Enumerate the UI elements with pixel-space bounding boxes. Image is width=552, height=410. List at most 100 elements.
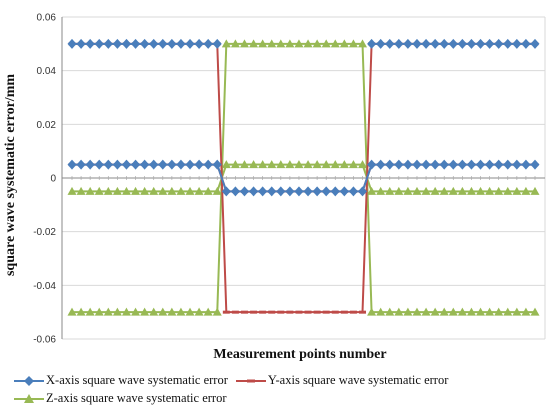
legend-item-z: Z-axis square wave systematic error: [14, 391, 226, 406]
data-point: [430, 159, 440, 170]
data-point: [250, 310, 258, 314]
data-point: [304, 310, 312, 314]
data-point: [85, 186, 95, 195]
data-point: [158, 186, 168, 195]
data-point: [321, 186, 331, 197]
data-point: [503, 307, 513, 316]
data-point: [494, 307, 504, 316]
data-point: [466, 307, 476, 316]
data-point: [221, 186, 231, 197]
data-point: [94, 307, 104, 316]
data-point: [421, 38, 431, 49]
data-point: [167, 307, 177, 316]
data-point: [121, 159, 131, 170]
data-point: [385, 159, 395, 170]
data-point: [512, 186, 522, 195]
data-point: [121, 307, 131, 316]
data-point: [67, 159, 77, 170]
x-axis-title: Measurement points number: [213, 347, 386, 362]
data-point: [76, 159, 86, 170]
data-point: [294, 186, 304, 197]
data-point: [303, 160, 313, 169]
data-point: [521, 159, 531, 170]
data-point: [494, 186, 504, 195]
y-tick-label: 0.02: [37, 120, 57, 131]
data-point: [439, 159, 449, 170]
data-point: [67, 186, 77, 195]
data-point: [330, 160, 340, 169]
data-point: [521, 186, 531, 195]
legend-diamond-icon: [14, 375, 44, 386]
data-point: [485, 38, 495, 49]
legend-label-x: X-axis square wave systematic error: [46, 373, 228, 387]
data-point: [277, 310, 285, 314]
data-point: [85, 159, 95, 170]
data-point: [512, 159, 522, 170]
data-point: [76, 307, 86, 316]
data-point: [212, 159, 222, 170]
series-line: [72, 163, 535, 193]
data-point: [412, 38, 422, 49]
data-point: [530, 38, 540, 49]
series-x: [67, 38, 540, 197]
data-point: [158, 38, 168, 49]
data-point: [112, 307, 122, 316]
data-point: [367, 186, 377, 195]
data-point: [149, 186, 159, 195]
data-point: [131, 38, 141, 49]
data-point: [485, 159, 495, 170]
data-point: [85, 38, 95, 49]
data-point: [457, 307, 467, 316]
data-point: [476, 159, 486, 170]
data-point: [230, 39, 240, 48]
data-point: [376, 38, 386, 49]
data-point: [239, 186, 249, 197]
data-point: [376, 307, 386, 316]
data-point: [176, 38, 186, 49]
data-point: [430, 307, 440, 316]
data-point: [295, 310, 303, 314]
data-point: [94, 159, 104, 170]
data-point: [376, 159, 386, 170]
data-point: [221, 39, 231, 48]
data-point: [358, 186, 368, 197]
data-point: [121, 186, 131, 195]
data-point: [349, 310, 357, 314]
data-point: [167, 159, 177, 170]
data-point: [294, 160, 304, 169]
data-point: [185, 38, 195, 49]
data-point: [194, 186, 204, 195]
y-tick-label: -0.04: [33, 281, 56, 292]
data-point: [394, 38, 404, 49]
data-point: [530, 307, 540, 316]
data-point: [512, 307, 522, 316]
data-point: [331, 310, 339, 314]
data-point: [439, 186, 449, 195]
data-point: [313, 310, 321, 314]
data-point: [367, 159, 377, 170]
data-point: [512, 38, 522, 49]
data-point: [530, 186, 540, 195]
data-point: [167, 38, 177, 49]
series-line: [72, 42, 535, 314]
data-point: [212, 38, 222, 49]
data-point: [421, 186, 431, 195]
data-point: [494, 38, 504, 49]
data-point: [203, 38, 213, 49]
data-point: [194, 307, 204, 316]
data-point: [259, 310, 267, 314]
data-point: [112, 186, 122, 195]
legend-label-y: Y-axis square wave systematic error: [267, 373, 449, 387]
data-point: [385, 38, 395, 49]
data-point: [249, 160, 259, 169]
data-point: [403, 307, 413, 316]
axes: [61, 17, 546, 339]
data-point: [203, 186, 213, 195]
data-point: [276, 160, 286, 169]
data-point: [240, 310, 248, 314]
data-point: [322, 310, 330, 314]
legend-item-y: Y-axis square wave systematic error: [235, 373, 449, 388]
data-point: [176, 186, 186, 195]
data-point: [503, 186, 513, 195]
data-point: [457, 38, 467, 49]
